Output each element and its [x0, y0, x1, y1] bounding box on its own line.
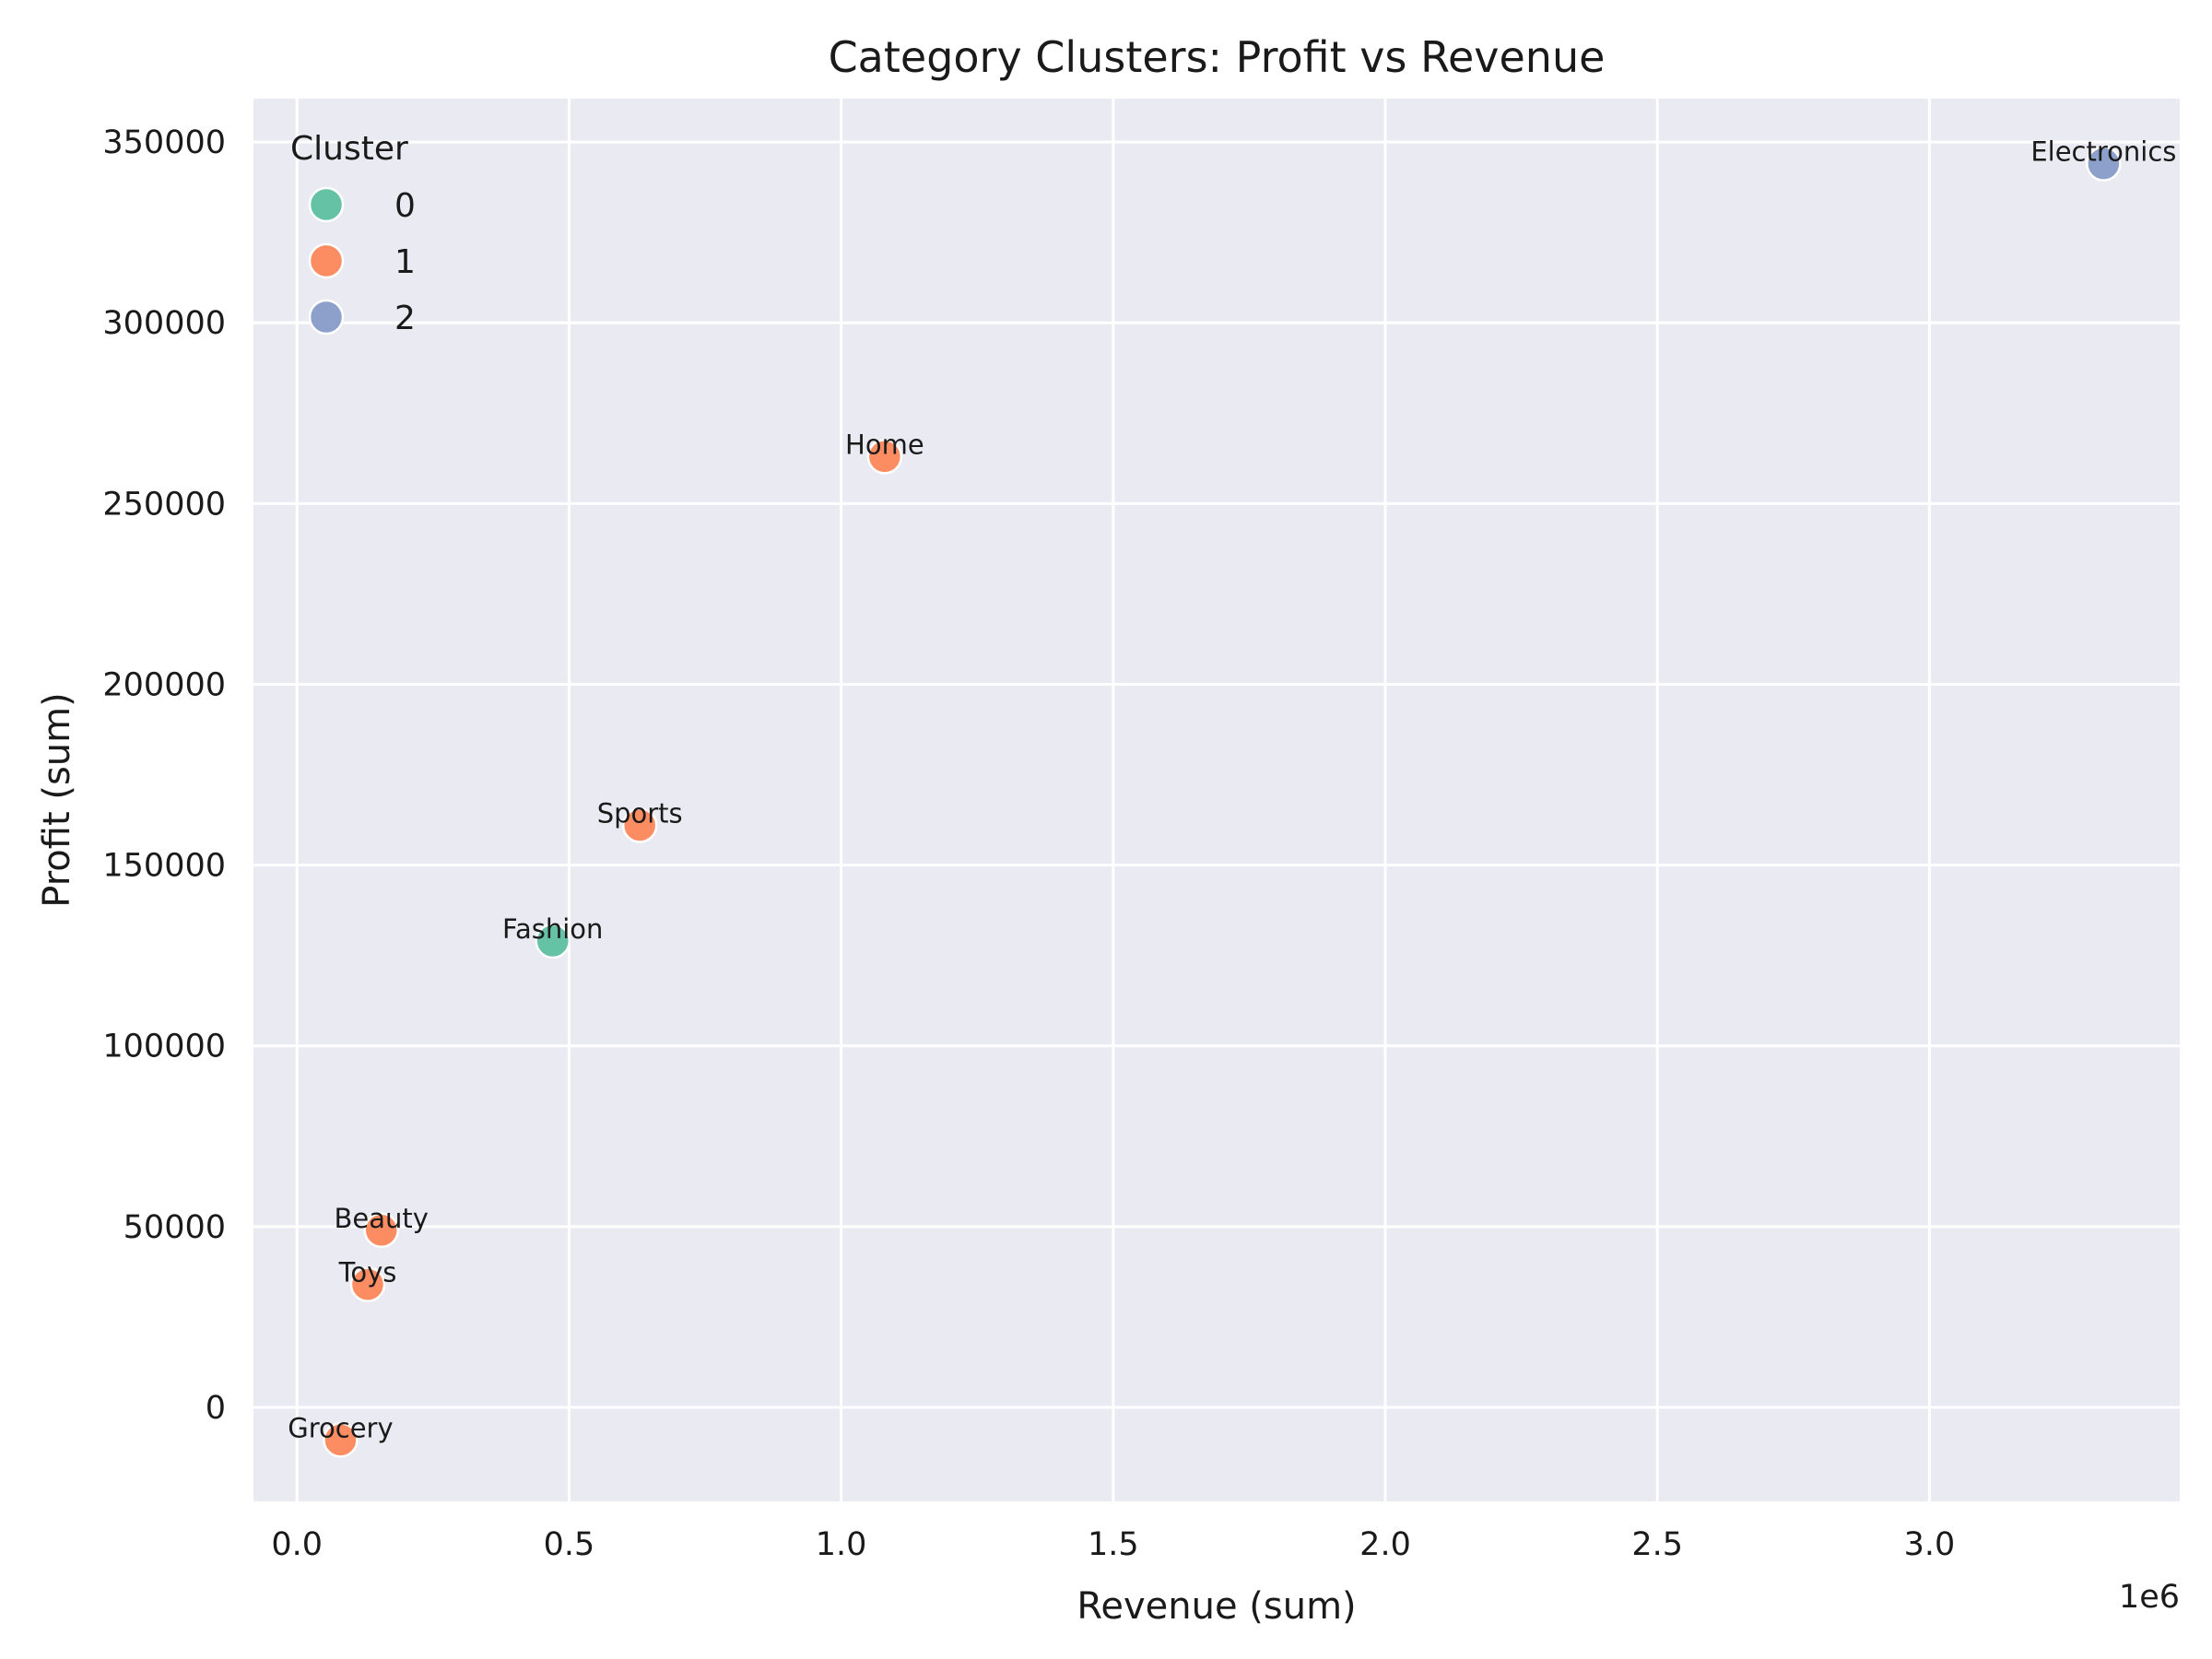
- point-label: Beauty: [335, 1203, 429, 1234]
- point-label: Toys: [338, 1257, 397, 1288]
- legend-marker: [308, 186, 345, 223]
- data-point: [535, 923, 571, 959]
- y-axis-label: Profit (sum): [36, 692, 78, 907]
- data-point: [866, 439, 903, 475]
- data-points: [323, 146, 2122, 1458]
- y-tick-label: 150000: [102, 848, 226, 885]
- point-label: Home: [845, 429, 924, 460]
- x-tick-label: 3.0: [1904, 1526, 1956, 1563]
- legend-marker: [308, 242, 345, 279]
- legend-entries: 0 1 2: [308, 186, 416, 337]
- point-label: Electronics: [2030, 136, 2176, 168]
- x-tick-label: 2.5: [1631, 1526, 1683, 1563]
- plot-area: [253, 99, 2180, 1501]
- y-tick-label: 250000: [102, 486, 226, 523]
- x-tick-label: 2.0: [1359, 1526, 1411, 1563]
- x-axis-ticks: 0.0 0.5 1.0 1.5 2.0 2.5 3.0: [271, 1526, 1955, 1563]
- data-point: [621, 807, 658, 843]
- y-tick-label: 350000: [102, 124, 226, 161]
- chart-title: Category Clusters: Profit vs Revenue: [829, 32, 1606, 82]
- gridlines: [253, 99, 2180, 1501]
- y-tick-label: 0: [206, 1390, 226, 1427]
- legend-label: 2: [394, 300, 416, 337]
- x-axis-offset-label: 1e6: [2119, 1579, 2180, 1616]
- data-point: [2086, 146, 2122, 182]
- legend: Cluster 0 1 2: [290, 130, 416, 337]
- legend-label: 1: [394, 243, 416, 281]
- point-labels: Electronics Home Sports Fashion Beauty Toys Gr…: [288, 136, 2176, 1444]
- legend-title: Cluster: [290, 130, 408, 168]
- data-point: [349, 1266, 386, 1302]
- y-tick-label: 200000: [102, 666, 226, 703]
- point-label: Fashion: [502, 913, 603, 945]
- point-label: Grocery: [288, 1412, 393, 1443]
- x-tick-label: 0.5: [544, 1526, 595, 1563]
- y-tick-label: 100000: [102, 1029, 226, 1065]
- legend-marker: [308, 299, 345, 335]
- x-tick-label: 0.0: [271, 1526, 323, 1563]
- x-axis-label: Revenue (sum): [1077, 1585, 1356, 1628]
- legend-label: 0: [394, 187, 416, 225]
- y-tick-label: 300000: [102, 305, 226, 342]
- x-tick-label: 1.5: [1088, 1526, 1139, 1563]
- y-axis-ticks: 0 50000 100000 150000 200000 250000 300000 3500…: [102, 124, 226, 1427]
- point-label: Sports: [597, 797, 683, 829]
- y-tick-label: 50000: [124, 1209, 226, 1246]
- data-point: [363, 1212, 399, 1249]
- x-tick-label: 1.0: [816, 1526, 867, 1563]
- data-point: [323, 1422, 359, 1458]
